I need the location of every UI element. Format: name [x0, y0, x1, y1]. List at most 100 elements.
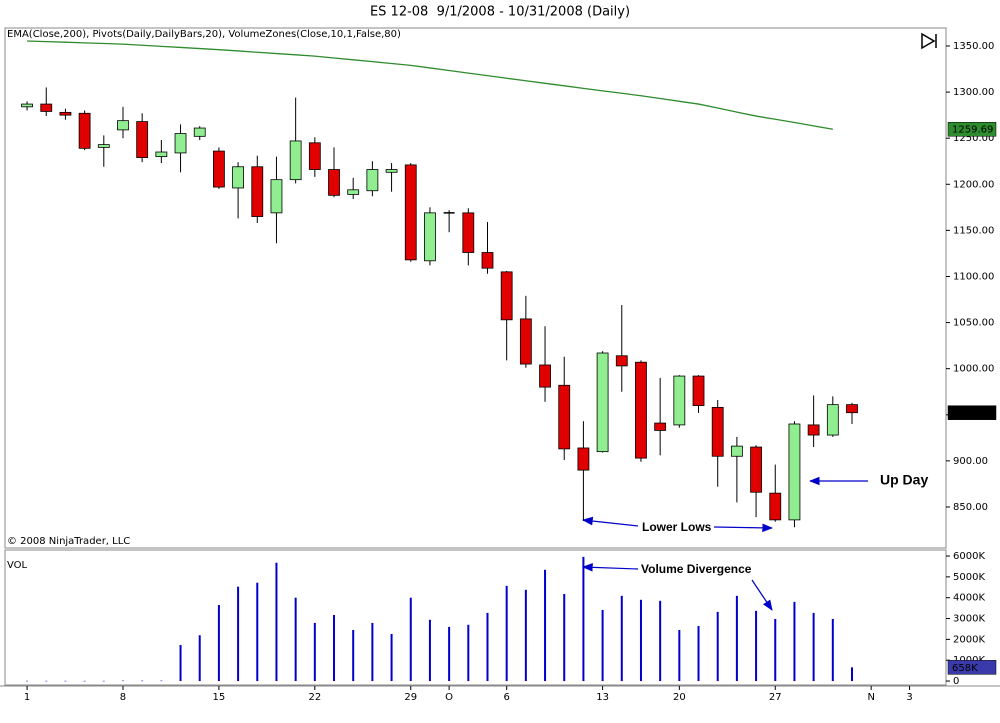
last-value-box: [947, 405, 997, 420]
y-tick-label: 1150.00: [953, 225, 994, 236]
volume-bar: [26, 680, 29, 682]
last-value: 952.25: [947, 405, 997, 420]
candle-body: [519, 318, 532, 365]
y-tick-label: 1200.00: [953, 179, 994, 190]
x-tick-label: 8: [120, 692, 126, 703]
volume-bar: [544, 569, 547, 682]
x-tick-label: 1: [24, 692, 30, 703]
volume-bar: [505, 585, 508, 682]
volume-bar: [831, 618, 834, 682]
candle-body: [117, 120, 129, 131]
volume-bar: [371, 622, 374, 682]
y-tick-label: 6000K: [953, 551, 985, 562]
last-value-label: 1259.69: [952, 125, 993, 136]
chart-title: ES 12-08 9/1/2008 - 10/31/2008 (Daily): [370, 5, 630, 20]
y-tick-label: 2000K: [953, 634, 985, 645]
scroll-icon-bg[interactable]: [919, 32, 939, 50]
candle-body: [59, 111, 72, 116]
volume-bar: [237, 586, 240, 682]
candle-body: [826, 404, 839, 436]
volume-bar: [755, 610, 758, 682]
last-value: 658K: [947, 660, 997, 675]
candle-body: [539, 364, 551, 388]
candle-body: [213, 150, 225, 188]
volume-bar: [524, 589, 527, 682]
y-tick-label: 5000K: [953, 572, 985, 583]
volume-bar: [697, 626, 700, 682]
volume-bar: [217, 605, 220, 682]
x-tick-label: 13: [596, 692, 609, 703]
candle-body: [596, 352, 609, 453]
candle-body: [40, 103, 53, 112]
candle-body: [654, 422, 667, 431]
annotation: Volume Divergence: [641, 562, 752, 576]
volume-bar: [64, 680, 67, 682]
volume-bar: [563, 593, 566, 682]
candle-body: [692, 375, 705, 406]
candle-body: [730, 445, 743, 457]
volume-bar: [467, 624, 470, 682]
candle-body: [193, 127, 206, 137]
arrow: [581, 516, 639, 527]
candle-body: [577, 447, 590, 471]
y-tick-label: 1350.00: [953, 41, 994, 52]
volume-bar: [275, 562, 278, 682]
volume-bar: [409, 597, 412, 682]
volume-bar: [793, 601, 796, 682]
candle-body: [558, 384, 571, 450]
volume-bar: [850, 667, 853, 682]
volume-bar: [812, 612, 815, 682]
volume-bar: [313, 622, 316, 682]
candle-body: [155, 151, 168, 158]
candle-body: [750, 446, 762, 493]
y-tick-label: 0: [953, 676, 959, 687]
last-value-label: 952.25: [952, 408, 987, 419]
volume-bar: [716, 611, 719, 682]
volume-bar: [160, 680, 163, 682]
candle-body: [232, 166, 244, 189]
y-tick-label: 1300.00: [953, 87, 994, 98]
volume-bar: [83, 680, 86, 682]
volume-bar: [774, 618, 777, 682]
candle-body: [385, 169, 398, 173]
x-tick-label: 20: [673, 692, 686, 703]
volume-bar: [256, 582, 259, 682]
volume-bar: [620, 595, 623, 682]
candle-body: [136, 121, 149, 158]
candle-body: [711, 406, 724, 457]
x-tick-label: 15: [213, 692, 226, 703]
volume-bar: [659, 600, 662, 682]
volume-bar: [448, 626, 451, 682]
scroll-icon-arrow[interactable]: [921, 32, 936, 50]
volume-bar: [45, 680, 48, 682]
volume-bar: [601, 610, 604, 682]
y-tick-label: 1100.00: [953, 271, 994, 282]
candle-body: [174, 133, 187, 154]
volume-bar: [582, 556, 585, 682]
arrow: [581, 563, 639, 572]
candle-body: [424, 212, 436, 262]
x-tick-label: N: [867, 692, 874, 703]
candle-body: [97, 144, 110, 148]
candle-body: [347, 189, 360, 195]
copyright: © 2008 NinjaTrader, LLC: [7, 536, 130, 547]
candle-body: [251, 166, 264, 217]
candle-body: [78, 112, 91, 149]
arrow: [751, 579, 773, 611]
x-tick-label: 3: [906, 692, 912, 703]
volume-bar: [333, 615, 336, 682]
y-tick-label: 850.00: [953, 502, 988, 513]
y-tick-label: 3000K: [953, 614, 985, 625]
scroll-icon[interactable]: [919, 32, 939, 50]
candle-body: [21, 103, 33, 108]
y-tick-label: 1250.00: [953, 133, 994, 144]
volume-bar: [428, 619, 431, 682]
candle-body: [308, 142, 321, 170]
y-tick-label: 4000K: [953, 593, 985, 604]
candle-body: [481, 252, 494, 269]
candle-body: [328, 169, 340, 196]
last-value-box: [947, 121, 997, 137]
x-tick-label: 29: [404, 692, 417, 703]
